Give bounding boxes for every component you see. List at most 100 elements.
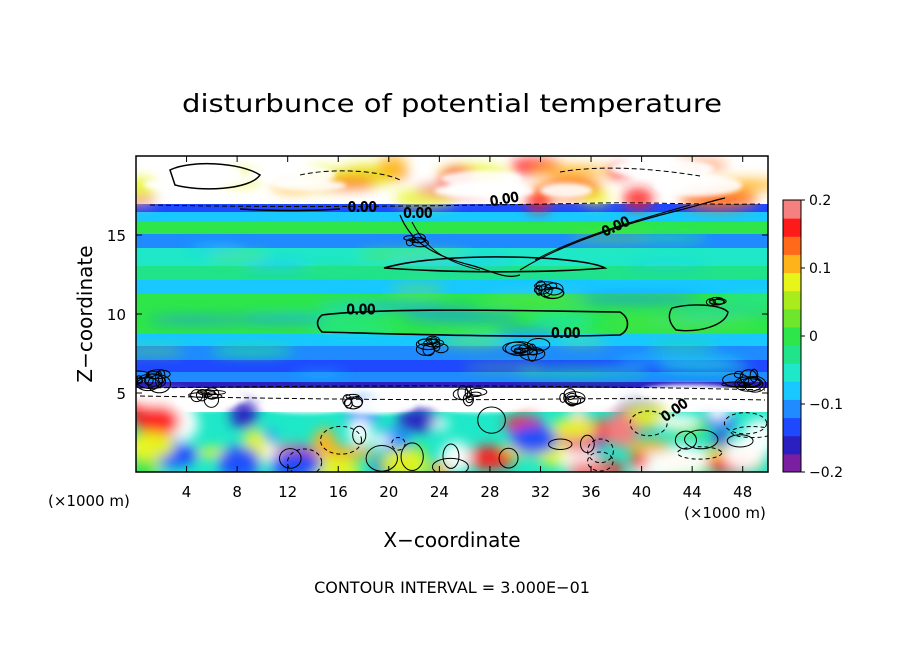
colorbar-swatch [783,453,801,473]
contour-line [383,256,608,273]
x-tick-label: 32 [531,483,550,501]
x-tick-label: 40 [632,483,651,501]
contour-cluster [737,378,762,388]
colorbar-swatch [783,363,801,382]
colorbar-tick-label: 0 [809,329,818,345]
x-axis: 4 8 12 16 20 24 28 32 36 40 44 48 [182,156,752,501]
contour-loop [365,444,398,472]
contour-line [299,170,401,181]
contour-line [399,214,521,277]
heatmap-blobs [136,156,768,472]
contour-loop [279,448,302,469]
contour-label: 0.00 [551,327,580,342]
contour-loop [442,443,460,469]
x-tick-label: 4 [182,483,192,501]
chart-title: disturbunce of potential temperature [182,89,722,118]
contour-loop [400,442,424,471]
contour-cluster [469,391,482,398]
contour-loop [319,425,363,455]
contour-loop [629,410,668,437]
band-cyan-11 [136,280,768,294]
colorbar-swatch [783,417,801,437]
contour-cluster [749,368,759,383]
contour-line [411,221,481,271]
contour-cluster [145,371,161,380]
contour-loop [587,451,614,472]
colorbar-tick-label: 0.1 [809,261,831,277]
contour-loop [723,412,768,435]
contour-cluster [739,369,758,386]
colorbar-swatch [783,218,801,237]
contour-cluster [534,281,558,291]
y-tick-label: 15 [107,227,126,245]
contour-cluster [563,388,577,401]
band-indigo-5 [136,382,768,388]
contour-loop [391,436,406,451]
contour-loop [676,446,723,460]
contour-cluster [502,341,530,355]
contour-cluster [204,387,220,400]
colorbar-swatch [783,399,801,419]
contour-lines: 0.00 0.000.000.000.000.000.00 [136,162,768,472]
contour-loop [431,457,469,472]
contour-loop [730,426,768,439]
contour-line [534,204,691,261]
heatmap-texture [136,156,768,472]
x-tick-label: 24 [430,483,449,501]
colorbar-tick-label: −0.1 [809,397,843,413]
colorbar-swatch [783,236,801,255]
contour-cluster [709,298,726,305]
contour-cluster [504,341,535,357]
contour-line [668,304,729,332]
y-tick-label: 10 [107,306,126,324]
contour-loop [726,434,754,448]
colorbar-swatch [783,308,801,328]
contour-loop [587,438,614,464]
band-blue-7 [136,346,768,360]
contour-line [149,202,761,207]
contour-cluster [411,238,429,248]
contour-interval-note: CONTOUR INTERVAL = 3.000E−01 [314,578,590,597]
x-tick-label: 12 [278,483,297,501]
x-tick-label: 28 [480,483,499,501]
colorbar-swatch [783,435,801,455]
x-tick-label: 36 [581,483,600,501]
colorbar-swatch [783,272,801,292]
contour-cluster [564,395,582,406]
contour-loop [352,425,367,445]
contour-line [316,309,629,337]
contour-line [559,167,701,177]
colorbar: 0.2 0.1 0 −0.1 −0.2 [782,193,843,481]
contour-cluster [722,373,750,387]
contour-cluster [535,280,546,292]
contour-cluster [743,375,767,393]
colorbar-swatch [783,254,801,274]
band-cyan-16 [136,212,768,222]
contour-cluster [190,389,204,403]
contour-cluster [136,375,143,384]
contour-label: 0.00 [403,207,432,222]
colorbar-swatch [783,345,801,364]
colorbar-swatch [783,200,801,219]
x-tick-label: 20 [379,483,398,501]
x-tick-label: 16 [329,483,348,501]
contour-label: 0.00 [348,200,377,215]
x-tick-label: 48 [733,483,752,501]
contour-line [169,162,262,190]
contour-cluster [409,236,427,244]
x-axis-label: X−coordinate [383,528,520,552]
contour-cluster [468,387,488,396]
x-unit-left: (×1000 m) [48,492,130,510]
contour-cluster [415,342,436,356]
y-axis-label: Z−coordinate [73,245,97,382]
contour-line [519,197,726,271]
band-blue-6b [136,372,768,382]
band-blue-17 [136,204,768,212]
contour-loop [684,429,719,450]
contour-line [139,385,766,391]
band-green-15 [136,222,768,234]
contour-loop [498,447,519,469]
contour-line [139,395,766,401]
contour-cluster [145,375,154,386]
